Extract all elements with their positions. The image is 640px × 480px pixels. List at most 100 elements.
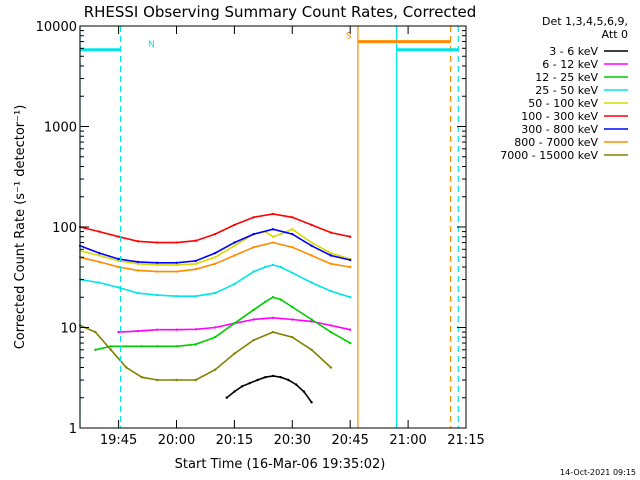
- x-tick-label: 20:30: [274, 433, 311, 448]
- series-line: [118, 316, 351, 333]
- data-point: [233, 390, 236, 393]
- data-point: [233, 241, 236, 244]
- data-point: [175, 263, 178, 267]
- data-point: [156, 293, 159, 297]
- legend-label: 50 - 100 keV: [528, 97, 598, 110]
- data-point: [329, 289, 333, 293]
- mode-label-s: S: [346, 32, 352, 42]
- data-point: [271, 316, 275, 319]
- data-point: [271, 228, 275, 231]
- data-point: [136, 269, 140, 272]
- data-point: [109, 348, 113, 351]
- data-point: [213, 232, 217, 236]
- data-point: [233, 322, 236, 325]
- x-axis-label: Start Time (16-Mar-06 19:35:02): [175, 457, 386, 472]
- data-point: [194, 268, 197, 271]
- data-point: [233, 352, 236, 355]
- data-point: [117, 257, 120, 261]
- data-point: [175, 270, 178, 273]
- x-tick-label: 20:00: [158, 433, 195, 448]
- data-point: [175, 241, 178, 244]
- data-point: [295, 383, 298, 386]
- data-point: [175, 345, 178, 348]
- data-point: [194, 343, 197, 346]
- data-point: [213, 262, 217, 265]
- y-tick-label: 1: [69, 422, 77, 437]
- data-point: [291, 271, 294, 274]
- data-point: [213, 368, 217, 371]
- data-point: [310, 348, 313, 351]
- data-point: [156, 378, 159, 382]
- data-point: [233, 244, 236, 247]
- y-tick-label: 10: [60, 322, 77, 337]
- data-point: [140, 345, 143, 348]
- data-point: [271, 212, 275, 216]
- data-point: [310, 281, 313, 284]
- series-25-50-kev: [78, 263, 352, 299]
- data-point: [109, 345, 113, 348]
- data-point: [349, 258, 352, 262]
- y-tick-label: 1000: [44, 121, 77, 136]
- data-point: [125, 345, 128, 348]
- data-point: [156, 263, 159, 267]
- series-line: [95, 296, 351, 351]
- data-point: [279, 265, 282, 269]
- data-point: [329, 254, 333, 257]
- plot-frame: [79, 25, 467, 429]
- data-point: [213, 251, 217, 255]
- data-point: [125, 366, 128, 369]
- data-point: [302, 390, 306, 393]
- legend-label: 100 - 300 keV: [521, 110, 598, 123]
- data-point: [252, 216, 255, 219]
- data-point: [287, 378, 290, 382]
- data-point: [136, 260, 140, 264]
- data-point: [291, 318, 294, 321]
- data-point: [233, 282, 236, 286]
- data-point: [310, 318, 313, 321]
- data-point: [291, 216, 294, 219]
- data-point: [136, 262, 140, 265]
- data-point: [213, 336, 217, 339]
- data-point: [140, 376, 143, 379]
- data-point: [329, 251, 333, 255]
- y-tick-label: 10000: [36, 20, 77, 35]
- data-point: [136, 240, 140, 243]
- data-point: [156, 345, 159, 348]
- data-point: [194, 295, 197, 298]
- data-point: [156, 261, 159, 264]
- data-point: [98, 254, 101, 257]
- data-point: [252, 270, 255, 273]
- data-point: [252, 246, 255, 249]
- data-point: [252, 232, 255, 236]
- data-point: [349, 296, 352, 299]
- series-6-12-kev: [117, 316, 352, 334]
- data-point: [98, 281, 101, 284]
- data-point: [349, 328, 352, 331]
- data-point: [264, 300, 267, 303]
- data-point: [213, 291, 217, 295]
- series-line: [226, 375, 313, 403]
- data-point: [264, 376, 267, 379]
- y-axis-label: Corrected Count Rate (s⁻¹ detector⁻¹): [13, 105, 28, 350]
- x-tick-label: 21:15: [447, 433, 484, 448]
- data-point: [310, 223, 313, 227]
- data-point: [310, 244, 313, 247]
- data-point: [175, 261, 178, 264]
- data-point: [248, 381, 251, 385]
- data-point: [213, 256, 217, 259]
- data-point: [175, 328, 178, 331]
- data-point: [271, 296, 275, 299]
- data-point: [291, 336, 294, 339]
- data-point: [271, 241, 275, 244]
- series-7000-15000-kev: [78, 324, 333, 382]
- data-point: [310, 401, 313, 404]
- data-point: [156, 270, 159, 273]
- data-point: [194, 378, 197, 382]
- data-point: [194, 328, 197, 331]
- data-point: [271, 235, 275, 238]
- data-point: [98, 230, 101, 233]
- legend-header-2: Att 0: [602, 28, 628, 41]
- data-point: [252, 308, 255, 311]
- data-point: [194, 262, 197, 265]
